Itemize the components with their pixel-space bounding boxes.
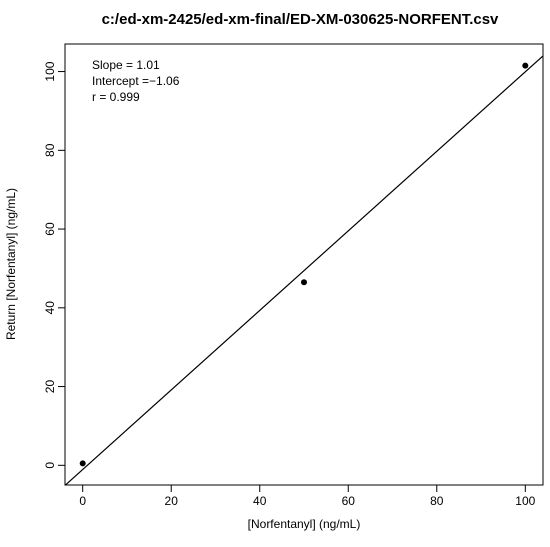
y-tick-label: 0 xyxy=(43,462,57,469)
chart-title: c:/ed-xm-2425/ed-xm-final/ED-XM-030625-N… xyxy=(102,11,499,28)
annotation-intercept: Intercept =−1.06 xyxy=(92,74,180,88)
data-points xyxy=(79,62,529,467)
x-tick-label: 60 xyxy=(342,494,356,508)
plot-frame xyxy=(64,43,544,486)
y-tick-label: 20 xyxy=(43,380,57,394)
y-tick-label: 40 xyxy=(43,301,57,315)
y-axis-label: Return [Norfentanyl] (ng/mL) xyxy=(4,188,18,340)
annotations: Slope = 1.01 Intercept =−1.06 r = 0.999 xyxy=(92,58,180,104)
x-tick-label: 40 xyxy=(253,494,267,508)
x-tick-label: 80 xyxy=(430,494,444,508)
data-point xyxy=(79,460,86,467)
x-tick-label: 100 xyxy=(515,494,535,508)
y-tick-label: 60 xyxy=(43,222,57,236)
x-tick-label: 0 xyxy=(79,494,86,508)
data-point xyxy=(522,62,529,69)
fit-line-group xyxy=(65,55,543,485)
annotation-r: r = 0.999 xyxy=(92,90,140,104)
x-axis: 0 20 40 60 80 100 xyxy=(79,485,536,508)
x-axis-label: [Norfentanyl] (ng/mL) xyxy=(248,517,361,531)
x-tick-label: 20 xyxy=(165,494,179,508)
annotation-slope: Slope = 1.01 xyxy=(92,58,160,72)
plot-area: Slope = 1.01 Intercept =−1.06 r = 0.999 xyxy=(64,43,544,486)
y-tick-label: 100 xyxy=(43,61,57,81)
data-point xyxy=(301,279,307,286)
y-tick-label: 80 xyxy=(43,143,57,157)
y-axis: 0 20 40 60 80 100 xyxy=(43,61,65,469)
fit-line xyxy=(65,55,543,485)
